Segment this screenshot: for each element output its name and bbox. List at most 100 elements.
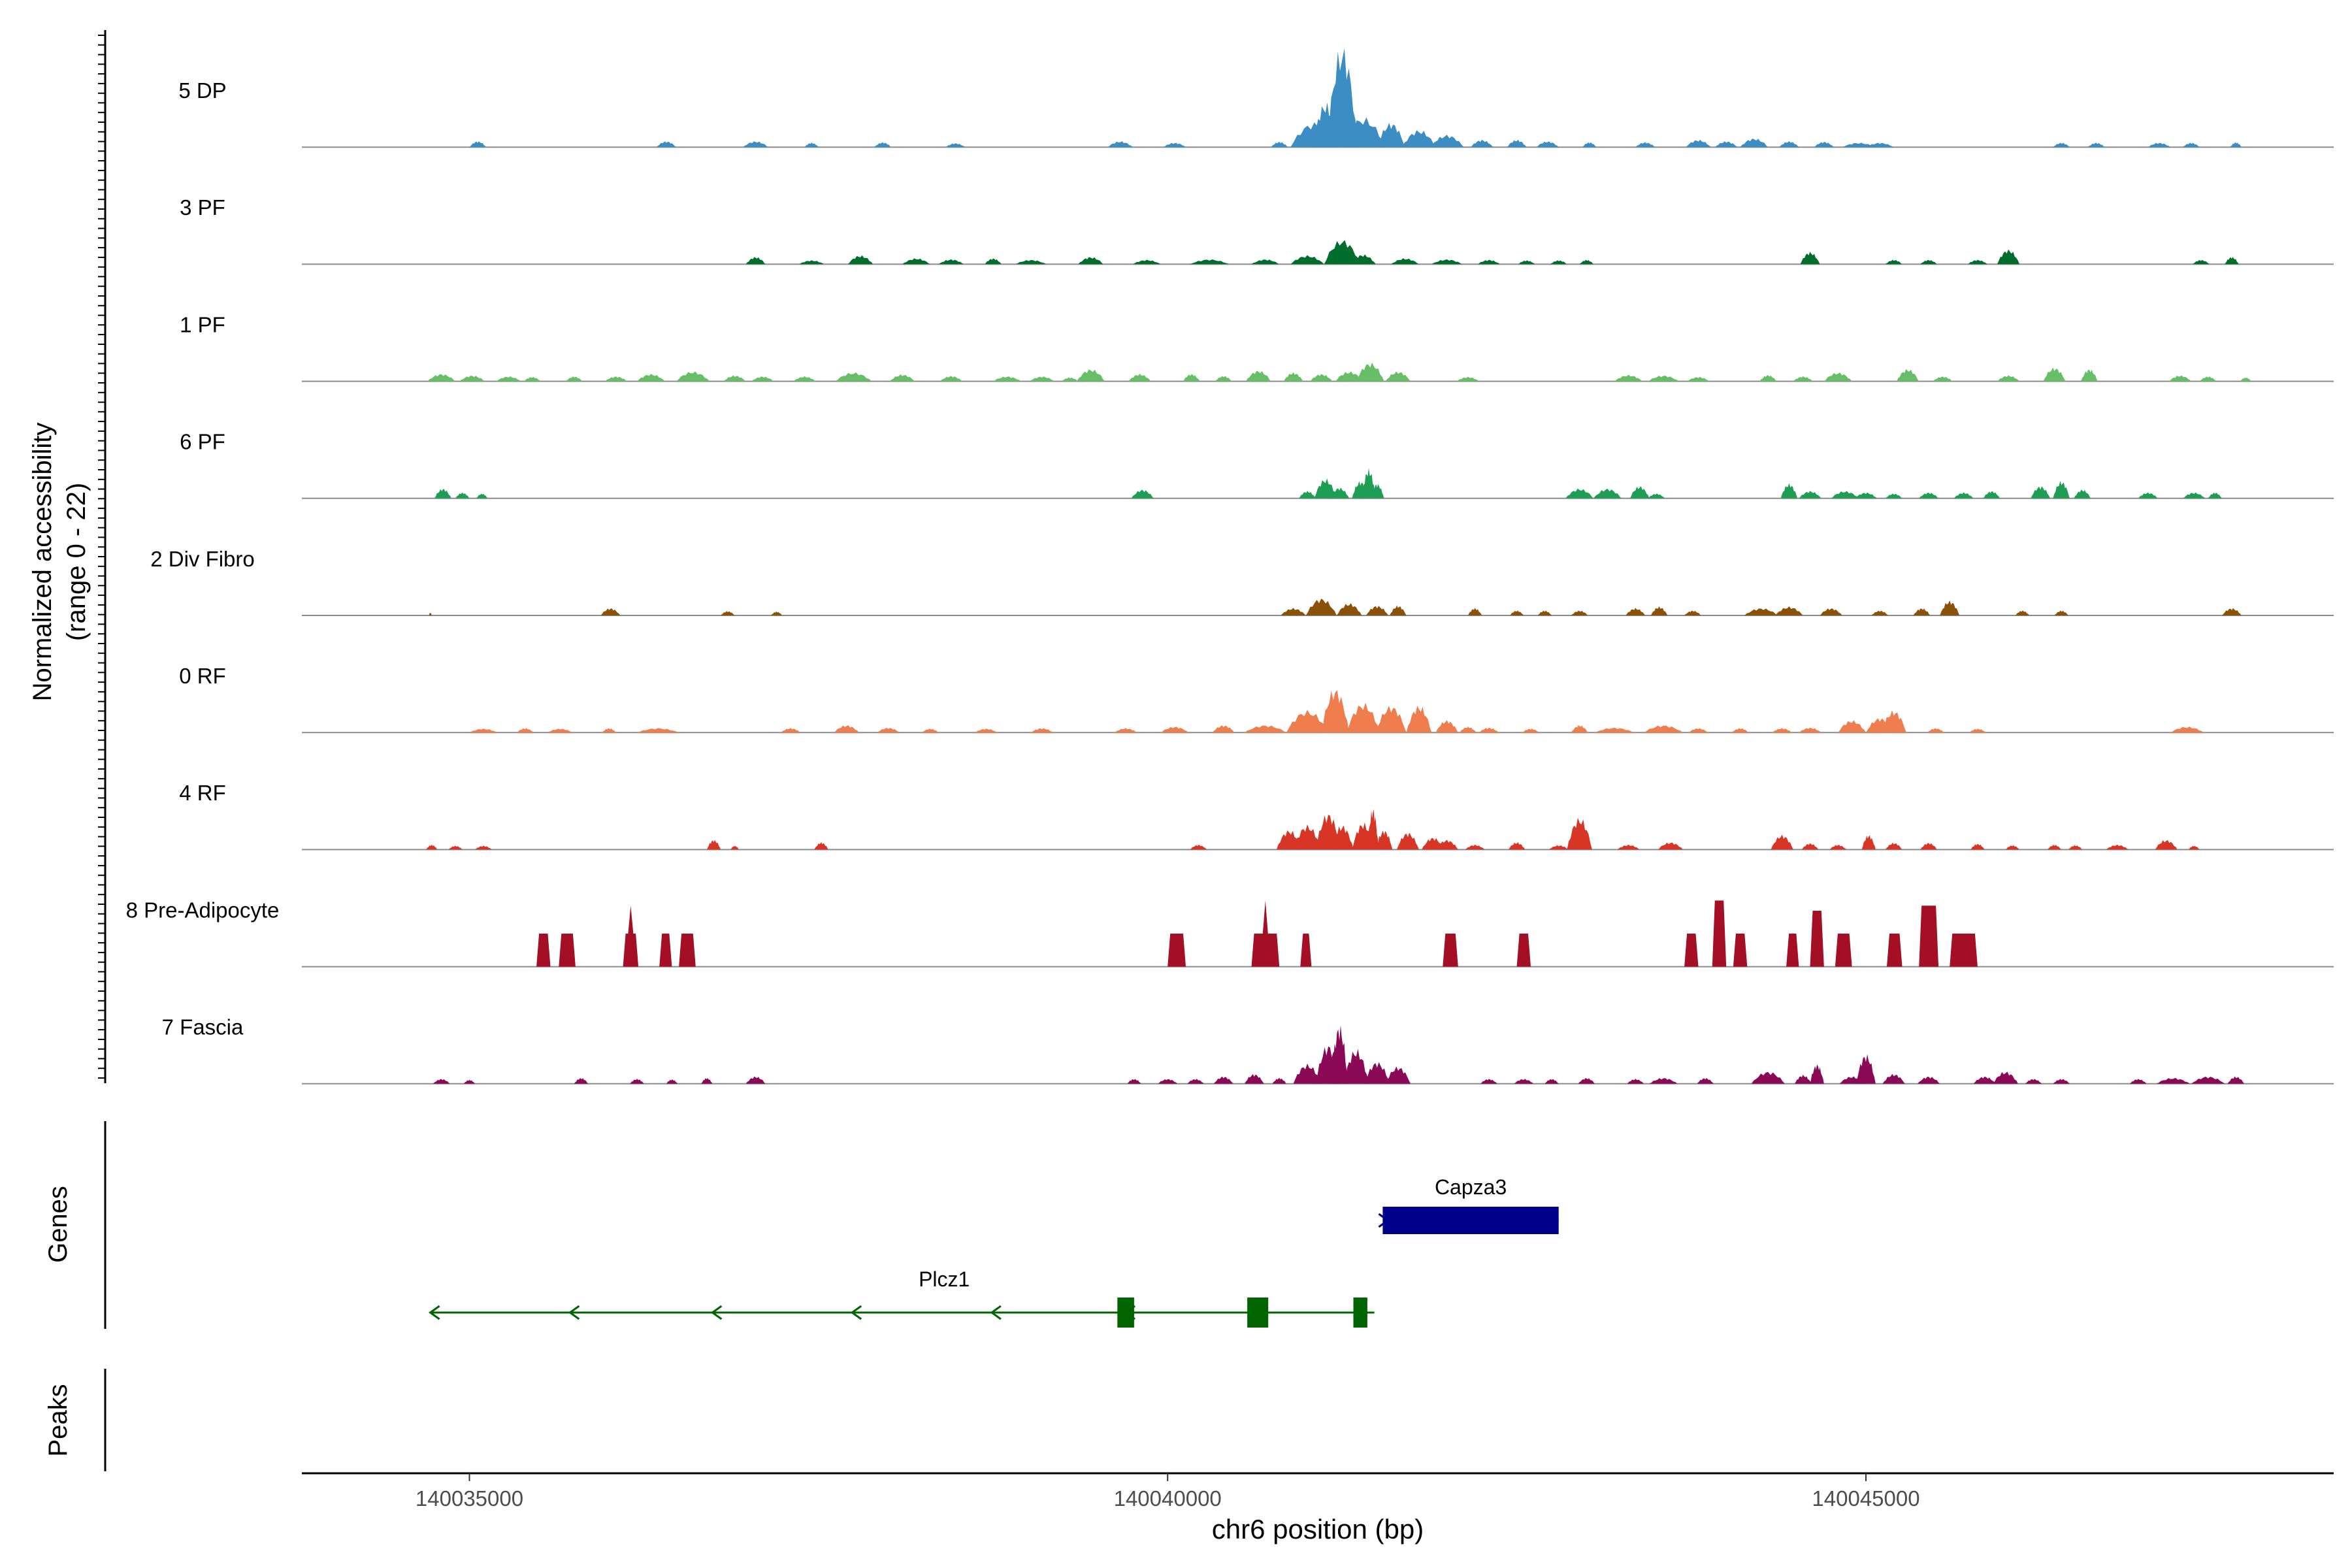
coverage-peak [2074, 489, 2091, 498]
coverage-peak [1313, 102, 1338, 148]
coverage-peak [1940, 600, 1960, 615]
coverage-peak [2068, 845, 2083, 850]
coverage-peak [659, 934, 672, 967]
coverage-peak [1829, 845, 1846, 850]
coverage-peak [1283, 372, 1303, 382]
coverage-peak [1343, 1049, 1369, 1084]
coverage-peak [1814, 142, 1834, 148]
strand-arrow [850, 1305, 862, 1320]
coverage-peak [985, 258, 1002, 265]
coverage-peak [2148, 142, 2170, 148]
coverage-peak [1649, 1078, 1678, 1084]
strand-arrow [1378, 1213, 1390, 1228]
track-label: 7 Fascia [162, 1015, 244, 1039]
coverage-peak [469, 141, 487, 148]
coverage-peak [1430, 135, 1464, 148]
track-0-rf: 0 RF [179, 664, 2334, 734]
coverage-peak [1919, 906, 1939, 967]
coverage-peak [517, 728, 534, 733]
coverage-peak [1077, 369, 1105, 382]
coverage-peak [1251, 259, 1280, 265]
coverage-peak [1887, 934, 1903, 967]
coverage-peak [1771, 834, 1793, 850]
coverage-peak [1740, 139, 1769, 148]
coverage-peak [1030, 728, 1053, 733]
coverage-peak [1838, 720, 1866, 733]
coverage-peak [1968, 259, 1987, 265]
coverage-peak [1997, 375, 2020, 382]
coverage-peak [1625, 608, 1646, 615]
coverage-peak [1548, 845, 1569, 850]
coverage-peak [1650, 606, 1668, 615]
coverage-peak [2222, 608, 2242, 615]
coverage-peak [1015, 260, 1047, 265]
coverage-peak [1158, 1079, 1178, 1084]
coverage-peak [604, 376, 627, 382]
coverage-peak [1537, 610, 1552, 615]
coverage-peak [814, 842, 828, 850]
coverage-peak [1567, 817, 1592, 850]
coverage-peak [1213, 1076, 1233, 1084]
coverage-peak [1918, 1077, 1940, 1084]
coverage-peak [2230, 142, 2242, 148]
coverage-peak [676, 371, 710, 382]
coverage-peak [1132, 259, 1161, 265]
coverage-peak [476, 493, 488, 498]
coverage-peak [1107, 141, 1133, 148]
coverage-peak [1950, 934, 1978, 967]
coverage-peak [847, 255, 874, 265]
coverage-peak [1331, 825, 1354, 850]
coverage-peak [1507, 139, 1527, 148]
coverage-peak [1715, 141, 1738, 148]
coverage-peak [600, 608, 621, 615]
coverage-peak [1629, 486, 1650, 498]
coverage-peak [1293, 824, 1322, 850]
coverage-peak [1168, 934, 1186, 967]
coverage-peak [1627, 1079, 1644, 1084]
coverage-peak [1800, 252, 1820, 265]
coverage-peak [2240, 377, 2251, 382]
coverage-peak [1842, 142, 1876, 148]
gene-exon [1353, 1298, 1367, 1328]
coverage-peak [1775, 606, 1803, 615]
coverage-peak [1793, 376, 1813, 382]
coverage-peak [630, 1079, 644, 1084]
coverage-peak [1131, 489, 1154, 498]
coverage-peak [1460, 726, 1477, 733]
coverage-peak [1335, 371, 1364, 382]
coverage-peak [426, 844, 438, 850]
coverage-peak [793, 376, 816, 382]
coverage-peak [834, 725, 859, 733]
coverage-peak [1920, 260, 1937, 265]
gene-label: Plcz1 [919, 1267, 970, 1291]
track-6-pf: 6 PF [180, 430, 2334, 499]
coverage-peak [1375, 706, 1407, 733]
strand-arrow [990, 1305, 1002, 1320]
coverage-peak [2183, 492, 2206, 498]
coverage-peak [721, 611, 735, 615]
track-label: 6 PF [180, 430, 225, 454]
coverage-peak [1396, 832, 1419, 850]
gene-label: Capza3 [1435, 1175, 1507, 1199]
x-axis-title: chr6 position (bp) [1212, 1514, 1424, 1544]
coverage-peak [523, 376, 541, 382]
coverage-peak [1346, 702, 1380, 733]
coverage-peak [1810, 911, 1824, 967]
accessibility-ticks [98, 35, 105, 1079]
track-3-pf: 3 PF [180, 195, 2334, 265]
coverage-peak [1480, 1079, 1497, 1084]
coverage-peak [877, 727, 900, 733]
coverage-peak [1324, 240, 1361, 265]
coverage-peak [1163, 142, 1186, 148]
coverage-peak [1565, 488, 1594, 498]
coverage-peak [1920, 843, 1937, 850]
coverage-peak [1321, 690, 1350, 733]
y-axis-range-label: (range 0 - 22) [62, 483, 91, 641]
x-axis-ticks: 140035000 140040000 140045000 [416, 1473, 1920, 1511]
coverage-peak [1871, 610, 1889, 615]
coverage-peak [1536, 141, 1559, 148]
coverage-peak [1471, 139, 1494, 148]
coverage-peak [1212, 725, 1235, 733]
coverage-peak [1509, 610, 1524, 615]
